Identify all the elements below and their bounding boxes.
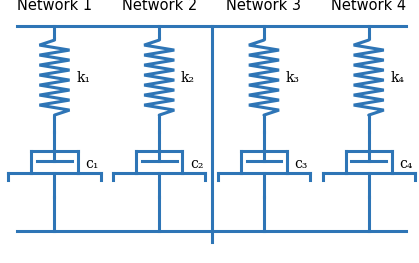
Text: Network 1: Network 1	[17, 0, 92, 13]
Text: k₁: k₁	[76, 70, 90, 85]
Text: Network 4: Network 4	[331, 0, 406, 13]
Text: c₃: c₃	[295, 157, 308, 171]
Text: k₄: k₄	[391, 70, 404, 85]
Text: c₁: c₁	[85, 157, 98, 171]
Text: k₃: k₃	[286, 70, 300, 85]
Text: Network 3: Network 3	[227, 0, 301, 13]
Text: k₂: k₂	[181, 70, 195, 85]
Text: c₂: c₂	[190, 157, 203, 171]
Text: Network 2: Network 2	[122, 0, 197, 13]
Text: c₄: c₄	[399, 157, 413, 171]
